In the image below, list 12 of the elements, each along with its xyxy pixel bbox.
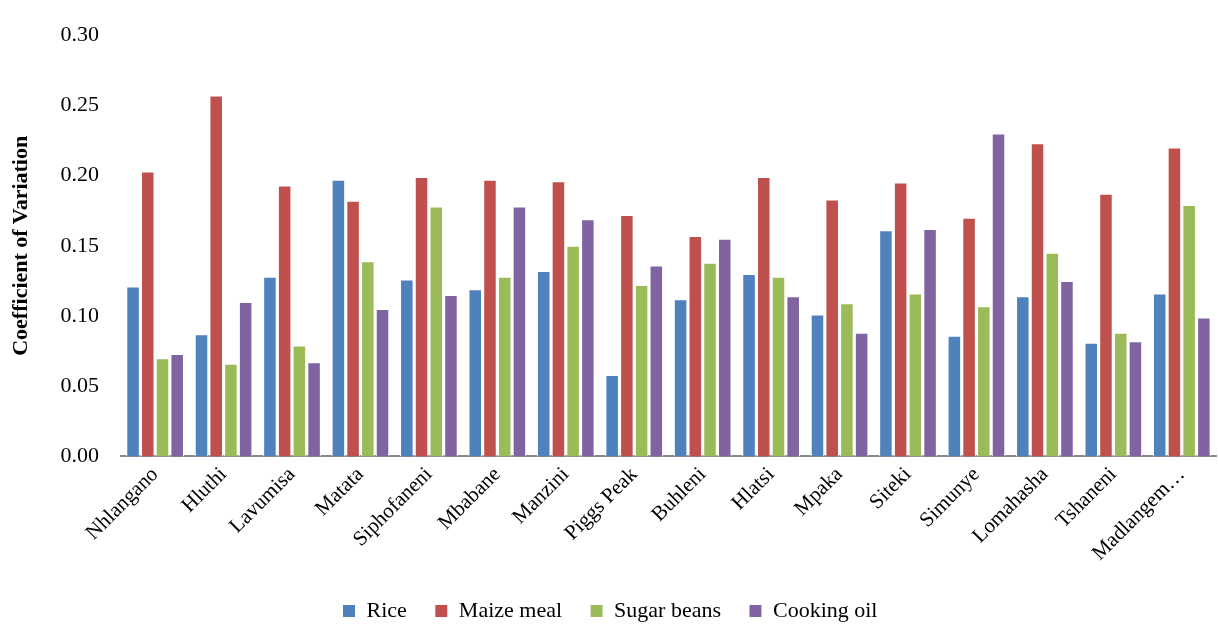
y-tick-label: 0.15 — [60, 231, 99, 257]
y-tick-label: 0.20 — [60, 161, 99, 187]
y-tick-label: 0.05 — [60, 371, 99, 397]
legend-label: Cooking oil — [772, 596, 878, 622]
y-tick-label: 0.25 — [60, 91, 99, 117]
legend-label: Sugar beans — [614, 596, 721, 622]
y-axis-title: Coefficient of Variation — [6, 135, 32, 356]
legend-label: Maize meal — [458, 596, 563, 622]
y-tick-label: 0.10 — [60, 301, 99, 327]
y-tick-label: 0.00 — [60, 442, 99, 468]
legend-label: Rice — [366, 596, 407, 622]
y-tick-label: 0.30 — [60, 20, 99, 46]
